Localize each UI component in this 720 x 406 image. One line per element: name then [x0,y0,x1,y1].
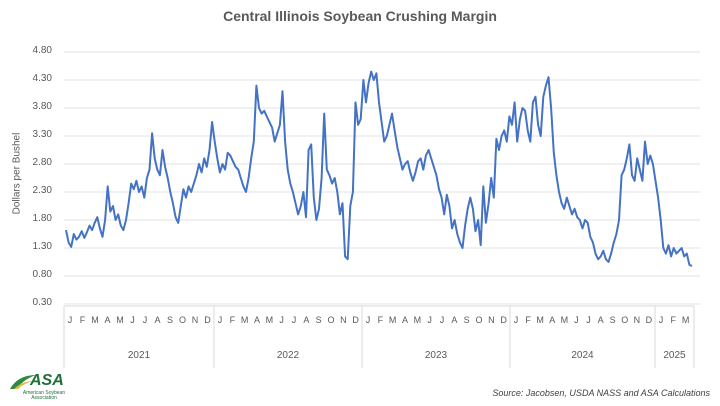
x-month-label: N [340,315,347,325]
x-month-label: A [549,315,556,325]
x-month-label: M [265,315,274,325]
x-month-label: D [645,315,653,325]
x-month-label: J [574,315,579,325]
y-tick-label: 0.80 [32,269,52,280]
x-month-label: J [279,315,284,325]
leaf-swoosh-icon [10,375,36,389]
x-month-label: A [253,315,260,325]
x-month-label: J [439,315,445,325]
y-tick-label: 3.80 [32,101,52,112]
x-month-label: A [451,315,458,325]
logo-text: ASA [30,372,64,389]
x-year-label: 2024 [571,350,594,361]
x-axis-category-box [63,305,695,368]
y-tick-label: 2.80 [32,157,52,168]
x-month-label: F [377,315,384,325]
x-year-label: 2022 [276,350,300,361]
y-tick-label: 1.80 [32,213,52,224]
x-month-label: F [79,315,86,325]
x-month-label: S [463,315,470,325]
x-month-label: O [178,315,186,325]
x-month-label: J [586,315,591,325]
y-tick-label: 0.30 [32,297,52,308]
x-month-label: S [166,315,173,325]
source-note: Source: Jacobsen, USDA NASS and ASA Calc… [492,388,710,398]
y-tick-label: 4.80 [32,45,52,56]
x-month-label: J [217,315,223,325]
x-year-label: 2023 [424,350,448,361]
x-month-label: N [488,315,495,325]
chart-title: Central Illinois Soybean Crushing Margin [223,8,497,24]
x-month-label: M [116,315,124,325]
x-month-label: J [427,315,432,325]
x-month-label: M [240,315,249,325]
x-month-label: D [204,315,211,325]
x-year-label: 2025 [663,350,686,361]
logo-subtext: American Soybean Association [22,390,66,401]
x-month-label: A [401,315,408,325]
x-month-label: O [327,315,335,325]
y-tick-label: 2.30 [32,185,52,196]
x-month-label: S [609,315,616,325]
x-month-label: J [142,315,148,325]
x-month-label: M [91,315,99,325]
margin-line-series [65,70,693,267]
x-month-label: S [315,315,322,325]
x-month-label: J [130,315,135,325]
x-month-label: O [475,315,483,325]
y-tick-label: 3.30 [32,129,52,140]
x-month-label: M [560,315,569,325]
x-month-label: D [500,315,507,325]
x-month-label: J [291,315,297,325]
x-month-label: M [388,315,397,325]
x-month-label: F [525,315,531,325]
x-month-label: J [513,315,519,325]
x-month-label: M [413,315,422,325]
x-month-label: A [154,315,161,325]
x-month-label: A [303,315,310,325]
x-month-label: O [621,315,629,325]
x-month-label: J [658,315,664,325]
y-tick-label: 4.30 [32,73,52,84]
x-month-label: M [681,315,690,325]
x-month-label: A [104,315,111,325]
x-month-label: A [597,315,604,325]
x-month-label: J [365,315,371,325]
x-month-label: D [352,315,359,325]
x-month-label: F [670,315,677,325]
x-month-label: N [191,315,199,325]
gridlines [64,51,700,305]
asa-logo [8,371,78,401]
y-tick-label: 1.30 [32,241,52,252]
x-month-label: J [67,315,73,325]
x-month-label: F [229,315,236,325]
x-year-label: 2021 [127,350,151,361]
x-month-label: N [633,315,641,325]
x-month-label: M [536,315,544,325]
